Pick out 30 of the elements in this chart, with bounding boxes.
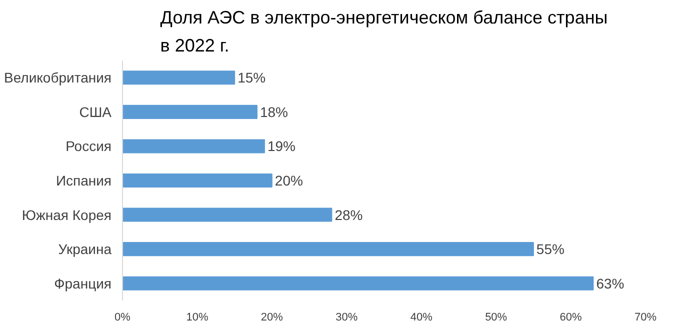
x-tick-label: 0%	[114, 312, 131, 324]
bar	[122, 173, 272, 188]
bar	[122, 104, 258, 119]
data-label: 19%	[267, 138, 296, 154]
data-label: 55%	[536, 241, 564, 258]
bar	[122, 208, 332, 222]
data-label: 20%	[274, 172, 303, 188]
bar	[122, 70, 236, 85]
y-tick-label: Южная Корея	[22, 206, 112, 223]
bar	[122, 139, 265, 154]
y-tick-label: США	[79, 104, 112, 120]
y-tick-label: Испания	[56, 172, 112, 188]
x-tick-label: 30%	[336, 312, 358, 324]
y-tick-label: Великобритания	[4, 70, 112, 86]
x-tick-label: 60%	[560, 312, 582, 324]
x-tick-label: 70%	[634, 312, 657, 324]
data-label: 63%	[596, 275, 624, 292]
chart-title: Доля АЭС в электро-энергетическом балансе страны в 2022 г.	[160, 8, 608, 56]
data-label: 28%	[334, 206, 363, 223]
y-tick-label: Франция	[54, 275, 112, 292]
x-tick-label: 10%	[186, 312, 208, 324]
y-tick-label: Россия	[66, 138, 112, 154]
y-tick-label: Украина	[58, 241, 112, 258]
x-tick-label: 20%	[260, 312, 284, 324]
x-tick-label: 50%	[485, 312, 508, 324]
bar	[122, 276, 594, 290]
bar	[122, 242, 534, 256]
data-label: 18%	[260, 104, 288, 120]
data-label: 15%	[238, 70, 266, 86]
x-tick-label: 40%	[410, 312, 433, 324]
